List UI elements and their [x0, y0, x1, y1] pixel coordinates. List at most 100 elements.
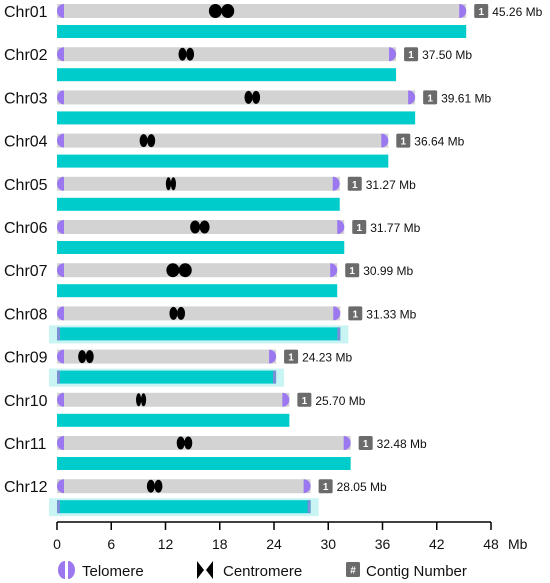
contig-edge — [57, 500, 60, 514]
chromosome-size: 36.64 Mb — [414, 135, 464, 149]
contig-edge — [273, 370, 277, 384]
telomere-left-icon — [57, 436, 64, 450]
x-axis-ticks: 0 6 12 18 24 30 36 42 48 — [53, 522, 499, 552]
contig-bar — [57, 327, 341, 341]
contig-count: 1 — [349, 266, 355, 277]
x-axis-tick-label: 0 — [53, 536, 61, 552]
contig-bar — [57, 197, 340, 211]
telomere-right-icon — [343, 436, 351, 450]
centromere-icon — [176, 436, 193, 450]
chromosome-bar — [57, 133, 389, 148]
contig-badge-symbol: # — [350, 566, 356, 577]
chromosome-label: Chr01 — [4, 4, 48, 21]
contig-count-badge: 1 — [474, 4, 489, 18]
telomere-left-icon — [57, 306, 64, 321]
legend-centromere-label: Centromere — [223, 563, 302, 580]
contig-count-badge: 1 — [348, 306, 363, 321]
telomere-right-icon — [282, 392, 290, 407]
chromosome-row: Chr07 1 30.99 Mb — [4, 263, 414, 298]
contig-bar — [57, 370, 277, 384]
telomere-right-icon — [389, 47, 397, 62]
centromere-icon — [178, 47, 195, 61]
centromere-icon — [208, 4, 235, 18]
chromosome-size: 25.70 Mb — [315, 394, 365, 408]
x-axis-tick-label: 36 — [375, 536, 391, 552]
chromosome-label: Chr08 — [4, 306, 48, 323]
centromere-icon — [139, 134, 156, 148]
chromosome-bar — [57, 349, 277, 364]
contig-count: 1 — [302, 396, 308, 407]
chromosome-label: Chr12 — [4, 479, 48, 496]
contig-count-badge: 1 — [318, 479, 333, 494]
chromosome-bar — [57, 47, 397, 62]
telomere-right-icon — [333, 306, 341, 321]
chromosome-size: 31.33 Mb — [366, 307, 416, 321]
telomere-right-icon — [408, 90, 416, 105]
chromosome-size: 31.27 Mb — [366, 178, 416, 192]
telomere-right-icon — [303, 479, 311, 494]
contig-edge — [307, 500, 311, 514]
chromosome-bar — [57, 90, 416, 105]
contig-count: 1 — [427, 93, 433, 104]
contig-count: 1 — [408, 50, 414, 61]
centromere-icon — [190, 220, 210, 234]
telomere-left-icon — [57, 263, 64, 278]
centromere-icon — [244, 90, 261, 104]
contig-bar — [57, 154, 389, 168]
x-axis-tick-label: 18 — [212, 536, 228, 552]
chromosome-row: Chr02 1 37.50 Mb — [4, 47, 472, 82]
contig-bar — [57, 111, 416, 125]
chromosome-label: Chr11 — [4, 436, 46, 453]
telomere-left-icon — [57, 4, 64, 18]
chromosome-row: Chr06 1 31.77 Mb — [4, 220, 421, 254]
telomere-left-icon — [57, 176, 64, 191]
chromosome-label: Chr10 — [4, 393, 48, 410]
contig-count-badge: 1 — [404, 47, 419, 62]
chromosome-label: Chr06 — [4, 220, 48, 237]
x-axis-tick-label: 12 — [158, 536, 174, 552]
contig-count: 1 — [401, 137, 407, 148]
telomere-right-icon — [269, 349, 277, 364]
contig-count: 1 — [288, 353, 294, 364]
telomere-left-icon — [57, 47, 64, 62]
contig-count-badge: 1 — [358, 436, 373, 450]
chromosome-row: Chr01 1 45.26 Mb — [4, 4, 543, 38]
chromosome-label: Chr05 — [4, 177, 48, 194]
telomere-left-icon — [57, 479, 64, 494]
centromere-icon — [169, 306, 186, 320]
x-axis-unit: Mb — [508, 536, 528, 552]
chromosome-label: Chr03 — [4, 90, 48, 107]
chromosome-tracks: Chr01 1 45.26 Mb Chr02 1 37.50 Mb Chr03 1 39.61 … — [4, 4, 543, 517]
chromosome-bar — [57, 306, 341, 321]
chromosome-label: Chr07 — [4, 263, 48, 280]
centromere-icon — [166, 263, 192, 278]
chromosome-row: Chr12 1 28.05 Mb — [4, 479, 387, 517]
contig-count: 1 — [323, 482, 329, 493]
x-axis-tick-label: 6 — [107, 536, 115, 552]
contig-badge-icon: # — [346, 562, 360, 577]
x-axis-tick-label: 24 — [266, 536, 282, 552]
centromere-icon — [197, 561, 213, 579]
contig-bar — [57, 500, 311, 514]
telomere-right-icon — [332, 176, 340, 191]
centromere-icon — [78, 350, 94, 364]
contig-edge — [57, 370, 60, 384]
x-axis-tick-label: 48 — [483, 536, 499, 552]
contig-count-badge: 1 — [347, 176, 362, 191]
contig-count-badge: 1 — [423, 90, 438, 105]
contig-count-badge: 1 — [396, 133, 411, 148]
telomere-right-icon — [337, 220, 345, 234]
chromosome-bar — [57, 392, 290, 407]
chromosome-size: 28.05 Mb — [337, 480, 387, 494]
chromosome-row: Chr11 1 32.48 Mb — [4, 436, 427, 470]
chromosome-row: Chr08 1 31.33 Mb — [4, 306, 417, 344]
chromosome-label: Chr04 — [4, 134, 48, 151]
telomere-right-icon — [459, 4, 467, 18]
legend-contig-label: Contig Number — [366, 563, 467, 580]
telomere-left-icon — [57, 349, 64, 364]
x-axis-tick-label: 30 — [320, 536, 336, 552]
telomere-icon — [58, 561, 75, 579]
chromosome-row: Chr03 1 39.61 Mb — [4, 90, 491, 125]
contig-bar — [57, 241, 345, 254]
